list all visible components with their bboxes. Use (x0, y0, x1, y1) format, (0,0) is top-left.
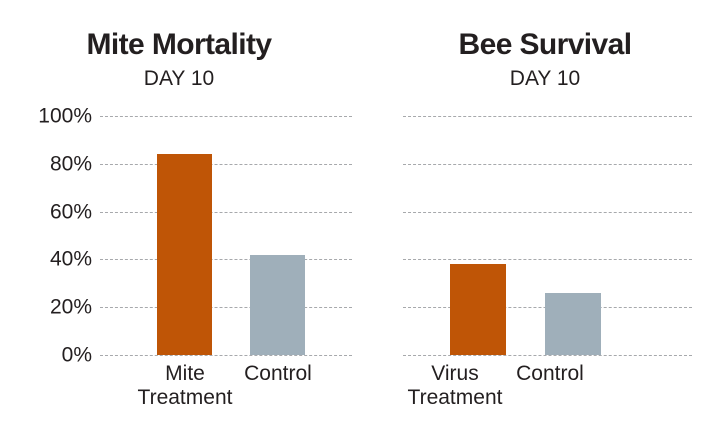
chart-subtitle-left: DAY 10 (143, 67, 215, 90)
category-label-mite-treatment: Mite Treatment (120, 362, 250, 409)
gridline-60 (403, 211, 692, 213)
plot-area-right (403, 116, 692, 356)
bar-control-left (250, 254, 305, 355)
category-label-control-left: Control (213, 362, 343, 386)
category-label-line2: Treatment (407, 385, 503, 409)
y-tick-label-60: 60% (49, 200, 92, 224)
gridline-80 (100, 163, 352, 165)
gridline-100 (403, 116, 692, 117)
gridline-0 (100, 355, 352, 356)
gridline-100 (100, 116, 352, 117)
chart-title-left: Mite Mortality (86, 28, 273, 61)
category-label-line1: Control (244, 362, 312, 385)
chart-title-right: Bee Survival (458, 28, 633, 61)
y-tick-label-0: 0% (61, 343, 92, 367)
category-label-line1: Control (516, 362, 584, 385)
y-axis: 100% 80% 60% 40% 20% 0% (0, 106, 92, 366)
category-label-virus-treatment: Virus Treatment (390, 362, 520, 409)
y-tick-label-100: 100% (38, 104, 92, 128)
plot-area-left (100, 116, 352, 356)
chart-subtitle-right: DAY 10 (509, 67, 581, 90)
gridline-0 (403, 355, 692, 356)
gridline-40 (403, 259, 692, 261)
category-label-control-right: Control (485, 362, 615, 386)
chart-panel-mite-mortality: Mite Mortality DAY 10 Mite Treatment Con… (86, 28, 352, 409)
gridline-80 (403, 163, 692, 165)
bar-virus-treatment (450, 264, 506, 355)
chart-panel-bee-survival: Bee Survival DAY 10 Virus Treatment Cont… (380, 0, 720, 432)
gridline-40 (100, 259, 352, 261)
y-tick-label-40: 40% (49, 247, 92, 271)
gridline-20 (100, 307, 352, 309)
category-label-line1: Virus (431, 362, 479, 385)
category-label-line1: Mite (165, 362, 205, 385)
bar-control-right (545, 292, 601, 355)
y-tick-label-80: 80% (49, 152, 92, 176)
gridline-60 (100, 211, 352, 213)
category-label-line2: Treatment (137, 385, 233, 409)
y-tick-label-20: 20% (49, 295, 92, 319)
bar-mite-treatment (157, 154, 212, 355)
